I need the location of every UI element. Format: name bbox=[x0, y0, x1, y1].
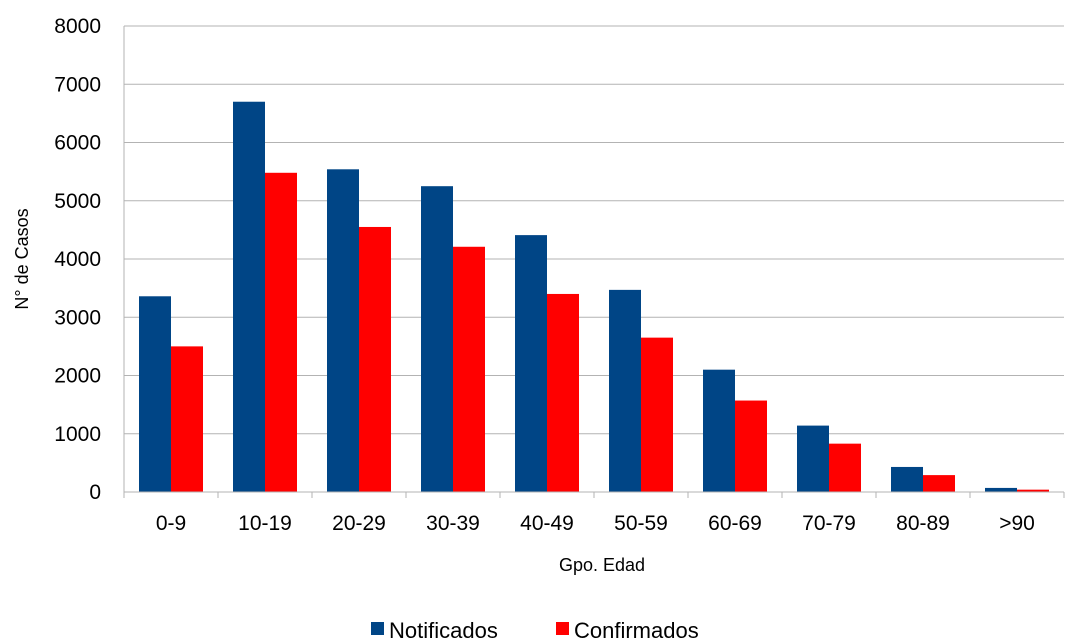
bar-notificados-80-89 bbox=[891, 466, 923, 492]
x-tick-label: 80-89 bbox=[896, 512, 950, 535]
bar-confirmados-30-39 bbox=[453, 246, 485, 492]
bar-confirmados-0-9 bbox=[171, 346, 203, 492]
legend-swatch-notificados bbox=[371, 622, 384, 635]
x-tick-label: >90 bbox=[999, 512, 1035, 535]
y-tick-label: 1000 bbox=[54, 423, 101, 446]
axes bbox=[123, 26, 1065, 498]
bars bbox=[139, 101, 1049, 493]
x-tick-label: 20-29 bbox=[332, 512, 386, 535]
bar-notificados-60-69 bbox=[703, 369, 735, 492]
legend-label-confirmados: Confirmados bbox=[574, 618, 699, 642]
bar-notificados->90 bbox=[985, 487, 1017, 492]
x-tick-label: 10-19 bbox=[238, 512, 292, 535]
bar-notificados-30-39 bbox=[421, 186, 453, 492]
y-tick-label: 7000 bbox=[54, 73, 101, 96]
x-tick-label: 30-39 bbox=[426, 512, 480, 535]
x-tick-label: 50-59 bbox=[614, 512, 668, 535]
bar-confirmados->90 bbox=[1017, 489, 1049, 492]
bar-confirmados-80-89 bbox=[923, 475, 955, 492]
y-tick-label: 4000 bbox=[54, 248, 101, 271]
x-tick-label: 60-69 bbox=[708, 512, 762, 535]
legend-label-notificados: Notificados bbox=[389, 618, 498, 642]
y-tick-label: 2000 bbox=[54, 365, 101, 388]
y-tick-label: 0 bbox=[89, 481, 101, 504]
x-tick-label: 0-9 bbox=[156, 512, 186, 535]
y-axis-title: N° de Casos bbox=[12, 208, 32, 309]
y-tick-label: 6000 bbox=[54, 132, 101, 155]
x-tick-label: 70-79 bbox=[802, 512, 856, 535]
bar-notificados-70-79 bbox=[797, 425, 829, 492]
bar-notificados-20-29 bbox=[327, 169, 359, 493]
tick-labels: 0 1000 2000 3000 4000 5000 6000 7000 8000 0-9 10-1… bbox=[54, 15, 1035, 535]
bar-confirmados-60-69 bbox=[735, 400, 767, 492]
bar-notificados-50-59 bbox=[609, 289, 641, 492]
bar-confirmados-10-19 bbox=[265, 172, 297, 493]
bar-notificados-10-19 bbox=[233, 101, 265, 492]
y-tick-label: 8000 bbox=[54, 15, 101, 38]
bar-notificados-40-49 bbox=[515, 235, 547, 492]
x-tick-label: 40-49 bbox=[520, 512, 574, 535]
y-tick-label: 3000 bbox=[54, 306, 101, 329]
bar-confirmados-20-29 bbox=[359, 226, 391, 492]
legend-swatch-confirmados bbox=[556, 622, 569, 635]
x-axis-title: Gpo. Edad bbox=[559, 555, 645, 575]
bar-confirmados-70-79 bbox=[829, 443, 861, 492]
bar-confirmados-50-59 bbox=[641, 337, 673, 492]
y-tick-label: 5000 bbox=[54, 190, 101, 213]
legend: Notificados Confirmados bbox=[371, 618, 699, 642]
bar-confirmados-40-49 bbox=[547, 293, 579, 492]
bar-notificados-0-9 bbox=[139, 296, 171, 492]
